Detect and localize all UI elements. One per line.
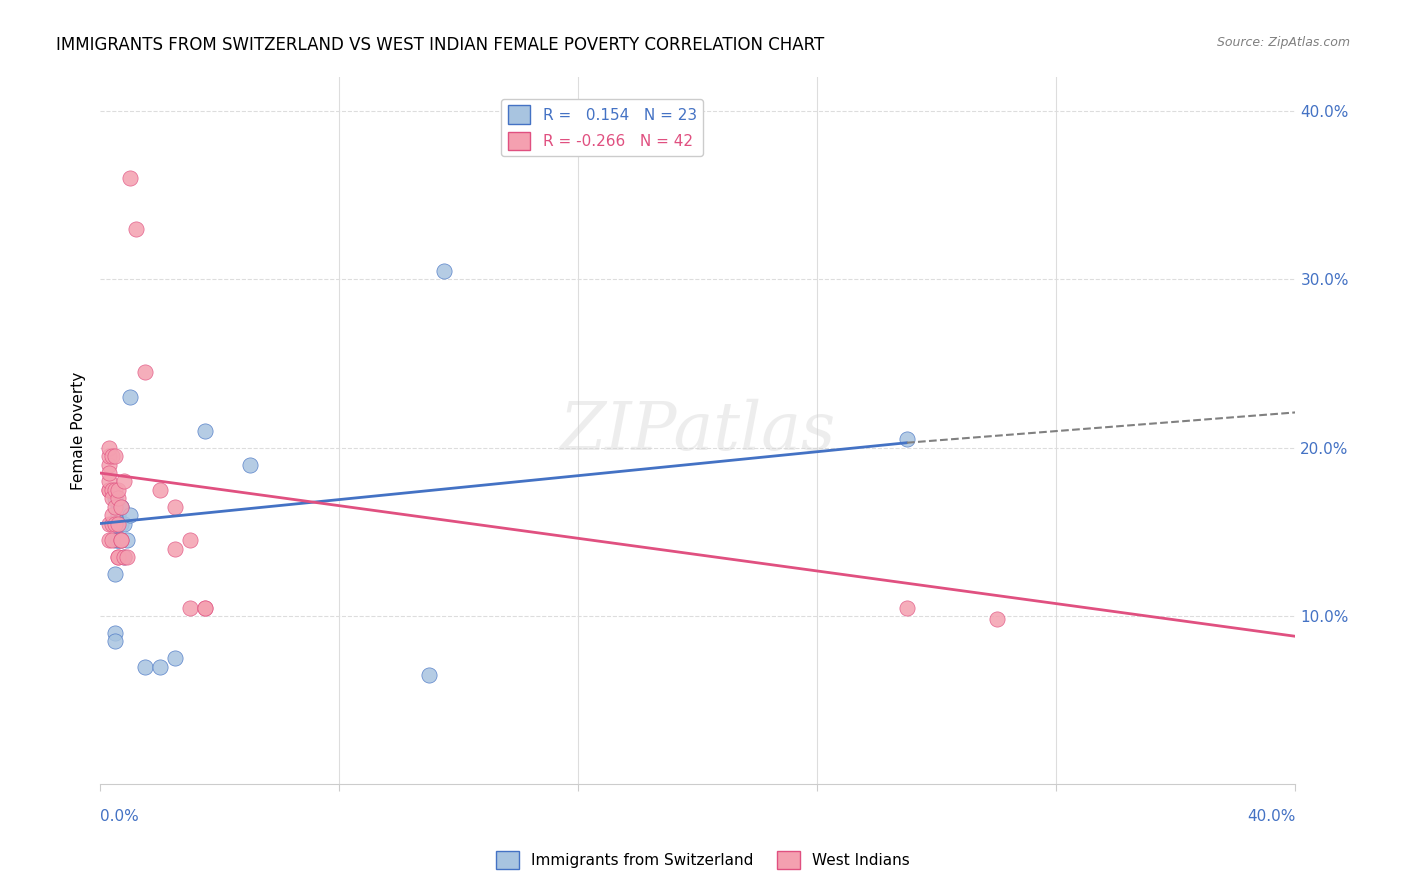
- Point: [98, 483, 121, 497]
- Point: [112, 475, 135, 489]
- Point: [107, 483, 129, 497]
- Point: [98, 483, 121, 497]
- Point: [107, 516, 129, 531]
- Point: [433, 264, 456, 278]
- Point: [163, 541, 186, 556]
- Point: [194, 424, 217, 438]
- Point: [104, 634, 127, 648]
- Point: [107, 550, 129, 565]
- Legend: Immigrants from Switzerland, West Indians: Immigrants from Switzerland, West Indian…: [491, 845, 915, 875]
- Point: [107, 533, 129, 548]
- Point: [98, 449, 121, 463]
- Point: [101, 449, 124, 463]
- Point: [896, 433, 918, 447]
- Point: [104, 483, 127, 497]
- Legend: R =   0.154   N = 23, R = -0.266   N = 42: R = 0.154 N = 23, R = -0.266 N = 42: [502, 99, 703, 156]
- Point: [112, 550, 135, 565]
- Point: [104, 491, 127, 506]
- Point: [110, 516, 132, 531]
- Point: [107, 500, 129, 514]
- Point: [163, 651, 186, 665]
- Point: [104, 567, 127, 582]
- Text: 0.0%: 0.0%: [100, 809, 139, 824]
- Point: [179, 600, 201, 615]
- Point: [118, 171, 141, 186]
- Point: [115, 533, 138, 548]
- Point: [238, 458, 260, 472]
- Point: [107, 516, 129, 531]
- Text: IMMIGRANTS FROM SWITZERLAND VS WEST INDIAN FEMALE POVERTY CORRELATION CHART: IMMIGRANTS FROM SWITZERLAND VS WEST INDI…: [56, 36, 824, 54]
- Point: [98, 466, 121, 480]
- Point: [110, 500, 132, 514]
- Point: [118, 508, 141, 522]
- Point: [98, 516, 121, 531]
- Point: [110, 533, 132, 548]
- Point: [101, 491, 124, 506]
- Point: [104, 500, 127, 514]
- Point: [149, 659, 172, 673]
- Point: [98, 475, 121, 489]
- Point: [104, 516, 127, 531]
- Point: [107, 550, 129, 565]
- Point: [112, 516, 135, 531]
- Point: [134, 659, 156, 673]
- Point: [163, 500, 186, 514]
- Point: [101, 533, 124, 548]
- Point: [110, 500, 132, 514]
- Text: Source: ZipAtlas.com: Source: ZipAtlas.com: [1216, 36, 1350, 49]
- Point: [125, 222, 148, 236]
- Point: [104, 516, 127, 531]
- Point: [107, 508, 129, 522]
- Point: [104, 533, 127, 548]
- Point: [418, 668, 440, 682]
- Point: [194, 600, 217, 615]
- Point: [194, 600, 217, 615]
- Point: [149, 483, 172, 497]
- Point: [179, 533, 201, 548]
- Point: [112, 550, 135, 565]
- Point: [896, 600, 918, 615]
- Point: [104, 449, 127, 463]
- Point: [101, 516, 124, 531]
- Point: [110, 500, 132, 514]
- Point: [98, 458, 121, 472]
- Point: [101, 483, 124, 497]
- Point: [98, 533, 121, 548]
- Point: [110, 533, 132, 548]
- Point: [986, 612, 1008, 626]
- Point: [107, 491, 129, 506]
- Point: [107, 533, 129, 548]
- Point: [110, 533, 132, 548]
- Point: [104, 626, 127, 640]
- Point: [101, 508, 124, 522]
- Point: [98, 441, 121, 455]
- Text: ZIPatlas: ZIPatlas: [560, 399, 837, 464]
- Point: [118, 390, 141, 404]
- Point: [115, 550, 138, 565]
- Text: 40.0%: 40.0%: [1247, 809, 1295, 824]
- Point: [134, 365, 156, 379]
- Y-axis label: Female Poverty: Female Poverty: [72, 372, 86, 490]
